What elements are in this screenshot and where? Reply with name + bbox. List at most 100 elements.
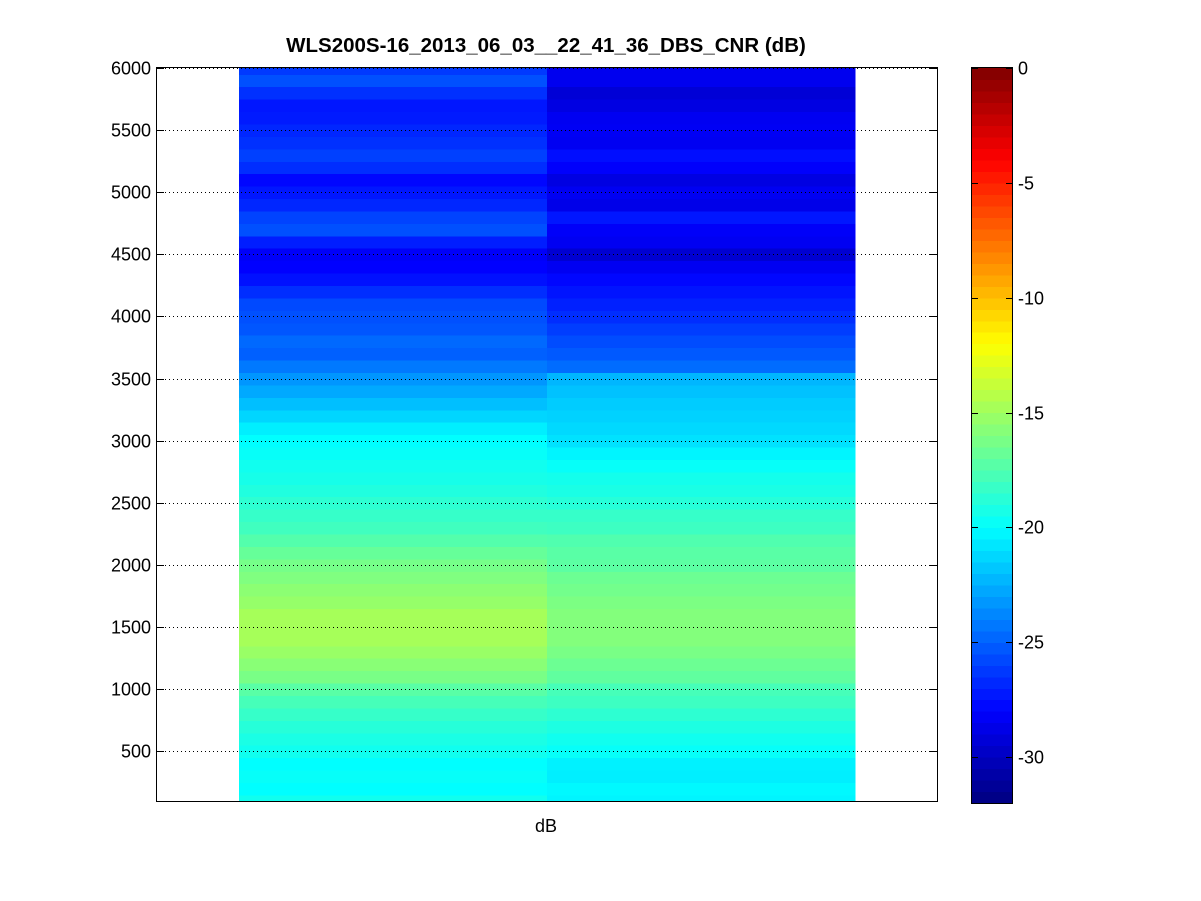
colorbar-segment bbox=[972, 343, 1012, 356]
heatmap-cell bbox=[547, 260, 856, 274]
heatmap-cell bbox=[547, 235, 856, 249]
heatmap-cell bbox=[239, 384, 548, 398]
heatmap-cell bbox=[239, 509, 548, 523]
heatmap-cell bbox=[239, 99, 548, 113]
heatmap-cell bbox=[547, 161, 856, 175]
colorbar-segment bbox=[972, 286, 1012, 299]
y-tick-label: 5000 bbox=[111, 183, 151, 203]
heatmap-cell bbox=[547, 695, 856, 709]
colorbar-segment bbox=[972, 435, 1012, 448]
colorbar-segment bbox=[972, 699, 1012, 712]
heatmap-cell bbox=[547, 583, 856, 597]
plot-area-frame bbox=[156, 67, 938, 802]
heatmap-cell bbox=[547, 173, 856, 187]
y-tick-label: 6000 bbox=[111, 59, 151, 79]
heatmap-cell bbox=[239, 521, 548, 535]
heatmap-cell bbox=[547, 757, 856, 771]
colorbar-segment bbox=[972, 665, 1012, 678]
colorbar-segment bbox=[972, 527, 1012, 540]
chart-title: WLS200S-16_2013_06_03__22_41_36_DBS_CNR … bbox=[286, 34, 806, 57]
colorbar-segment bbox=[972, 791, 1012, 804]
y-tick-label: 2000 bbox=[111, 556, 151, 576]
y-tick-label: 5500 bbox=[111, 121, 151, 141]
heatmap-cell bbox=[547, 546, 856, 560]
colorbar-segment bbox=[972, 722, 1012, 735]
colorbar-segment bbox=[972, 584, 1012, 597]
colorbar-segment bbox=[972, 780, 1012, 793]
colorbar-segment bbox=[972, 182, 1012, 195]
heatmap-cell bbox=[239, 210, 548, 224]
heatmap-cell bbox=[239, 782, 548, 796]
colorbar-segment bbox=[972, 653, 1012, 666]
colorbar-segment bbox=[972, 79, 1012, 92]
colorbar-tick-label: -25 bbox=[1018, 633, 1044, 653]
heatmap-cell bbox=[239, 111, 548, 125]
heatmap-cell bbox=[239, 670, 548, 684]
colorbar-segment bbox=[972, 538, 1012, 551]
colorbar-segment bbox=[972, 171, 1012, 184]
colorbar-segment bbox=[972, 458, 1012, 471]
colorbar-segment bbox=[972, 619, 1012, 632]
colorbar-segment bbox=[972, 228, 1012, 241]
colorbar-segment bbox=[972, 642, 1012, 655]
colorbar-segment bbox=[972, 469, 1012, 483]
heatmap-cell bbox=[239, 235, 548, 249]
heatmap-cell bbox=[239, 658, 548, 672]
colorbar-segment bbox=[972, 194, 1012, 207]
colorbar-segment bbox=[972, 561, 1012, 574]
colorbar-tick-label: -20 bbox=[1018, 518, 1044, 538]
y-tick-label: 500 bbox=[121, 742, 151, 762]
heatmap-cell bbox=[239, 707, 548, 721]
heatmap-cell bbox=[547, 397, 856, 411]
heatmap-cell bbox=[239, 397, 548, 411]
heatmap-cell bbox=[547, 732, 856, 746]
heatmap-cell bbox=[239, 645, 548, 659]
heatmap-cell bbox=[239, 161, 548, 175]
heatmap-cell bbox=[239, 68, 548, 75]
heatmap-cell bbox=[547, 571, 856, 585]
heatmap-cell bbox=[239, 422, 548, 436]
heatmap-cell bbox=[547, 198, 856, 212]
y-tick-label: 4000 bbox=[111, 307, 151, 327]
y-tick-label: 3500 bbox=[111, 370, 151, 390]
heatmap-cell bbox=[239, 732, 548, 746]
colorbar-segment bbox=[972, 320, 1012, 333]
colorbar-segment bbox=[972, 504, 1012, 517]
heatmap-cell bbox=[547, 68, 856, 75]
heatmap-cell bbox=[239, 720, 548, 734]
heatmap-cell bbox=[239, 322, 548, 336]
heatmap-cell bbox=[547, 509, 856, 523]
heatmap-cell bbox=[239, 596, 548, 610]
heatmap-cell bbox=[547, 347, 856, 361]
colorbar-segment bbox=[972, 734, 1012, 747]
colorbar-segment bbox=[972, 309, 1012, 322]
colorbar-segment bbox=[972, 136, 1012, 149]
heatmap-cell bbox=[239, 583, 548, 597]
heatmap-cell bbox=[547, 322, 856, 336]
heatmap-cell bbox=[547, 596, 856, 610]
heatmap-cell bbox=[547, 359, 856, 373]
y-tick-label: 3000 bbox=[111, 432, 151, 452]
heatmap-cell bbox=[239, 633, 548, 647]
heatmap-cell bbox=[547, 471, 856, 485]
heatmap-cell bbox=[547, 148, 856, 162]
colorbar-segment bbox=[972, 757, 1012, 770]
colorbar-segment bbox=[972, 607, 1012, 620]
colorbar-segment bbox=[972, 596, 1012, 609]
heatmap-cell bbox=[547, 645, 856, 659]
heatmap-cell bbox=[547, 422, 856, 436]
y-axis-ticks: 500 1000 1500 2000 2500 3000 3500 4000 4500 5000 5… bbox=[111, 59, 937, 762]
heatmap-cell bbox=[239, 484, 548, 498]
heatmap-cell bbox=[547, 409, 856, 423]
colorbar-segment bbox=[972, 159, 1012, 172]
heatmap-cells bbox=[239, 68, 856, 802]
heatmap-cell bbox=[547, 521, 856, 535]
colorbar-segment bbox=[972, 515, 1012, 528]
colorbar-segment bbox=[972, 768, 1012, 781]
y-tick-label: 1500 bbox=[111, 618, 151, 638]
colorbar-segment bbox=[972, 424, 1012, 437]
colorbar-segment bbox=[972, 412, 1012, 425]
heatmap-cell bbox=[547, 782, 856, 796]
heatmap-cell bbox=[239, 173, 548, 187]
